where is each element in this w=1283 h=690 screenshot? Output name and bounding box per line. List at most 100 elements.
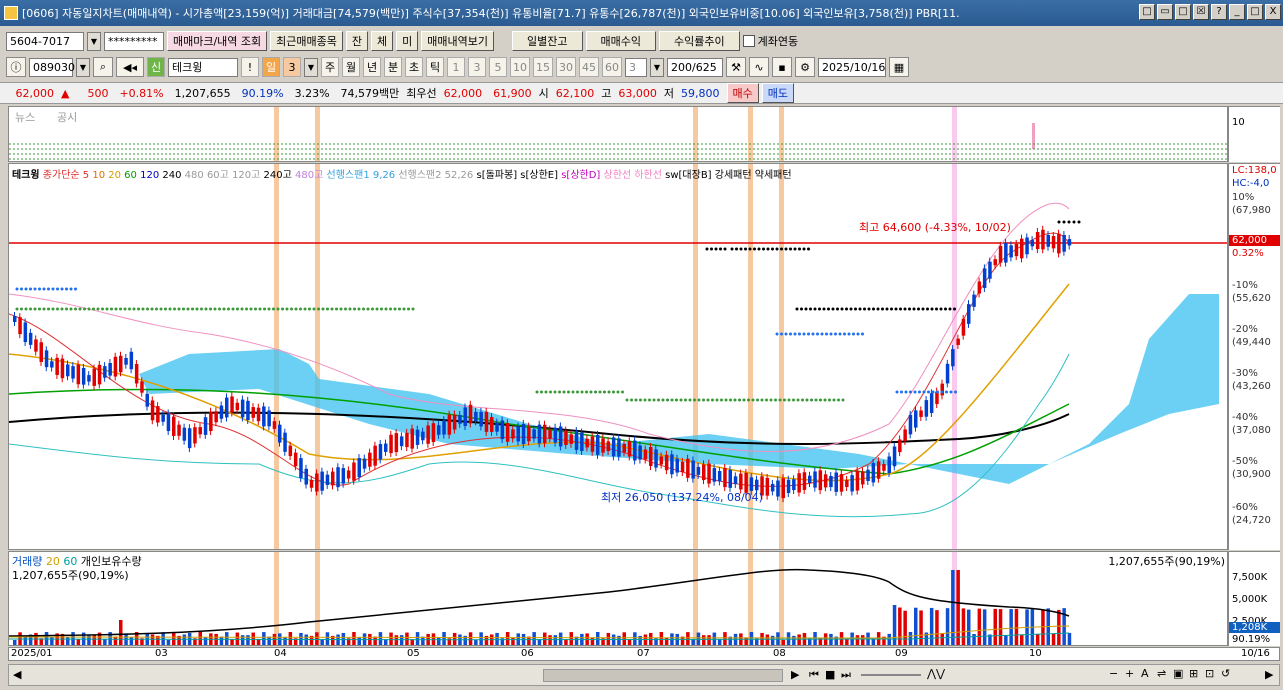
signal-dot (730, 247, 734, 251)
stock-code-input[interactable]: 089030 (29, 57, 75, 77)
period-month[interactable]: 월 (342, 57, 360, 77)
trade-profit-button[interactable]: 매매수익 (585, 31, 656, 51)
interval-10[interactable]: 10 (510, 57, 530, 77)
scroll-thumb[interactable] (543, 669, 783, 682)
signal-dot (191, 307, 194, 311)
unfilled-button[interactable]: 미 (396, 31, 419, 51)
interval-dropdown-icon[interactable]: ▼ (650, 57, 664, 77)
signal-dot (953, 307, 956, 311)
maximize-icon[interactable]: □ (1175, 4, 1191, 20)
split-icon[interactable]: ⊞ (1189, 667, 1199, 680)
balance-button[interactable]: 잔 (345, 31, 369, 51)
candle (198, 427, 202, 435)
period-num-field[interactable]: 3 (283, 57, 301, 77)
scroll-left-icon[interactable]: ◀ (13, 668, 22, 681)
bottom-scroll-right-icon[interactable]: ▶ (1265, 668, 1274, 681)
expand-icon[interactable]: ⊡ (1205, 667, 1215, 680)
password-field[interactable]: ********* (104, 31, 164, 51)
volume-bar (262, 632, 266, 645)
stop-icon[interactable]: ■ (825, 668, 836, 681)
close-button[interactable]: X (1265, 4, 1281, 20)
panel-icon[interactable]: ▭ (1157, 4, 1173, 20)
speaker-icon[interactable]: ◀◂ (116, 57, 144, 77)
signal-dot (585, 390, 588, 394)
volume-bar (770, 635, 775, 645)
chart-settings-icon[interactable]: ▣ (1173, 667, 1184, 680)
candle (474, 411, 478, 422)
signal-dot (132, 307, 136, 311)
period-tick[interactable]: 틱 (426, 57, 444, 77)
account-input[interactable]: 5604-7017 (6, 31, 84, 51)
signal-dot (823, 398, 827, 402)
account-dropdown-icon[interactable]: ▼ (87, 31, 101, 51)
period-dropdown-icon[interactable]: ▼ (304, 57, 318, 77)
restore-icon[interactable]: □ (1139, 4, 1155, 20)
zoom-in-icon[interactable]: + (1125, 667, 1135, 680)
interval-3[interactable]: 3 (468, 57, 486, 77)
period-minute[interactable]: 분 (384, 57, 402, 77)
date-field[interactable]: 2025/10/16 (818, 57, 886, 77)
period-second[interactable]: 초 (405, 57, 423, 77)
last-icon[interactable]: ⏭ (841, 668, 851, 681)
reset-icon[interactable]: ↺ (1221, 667, 1231, 680)
notice-label[interactable]: 공시 (57, 111, 78, 124)
volume-bar (219, 636, 224, 645)
save-icon[interactable]: ▪ (772, 57, 792, 77)
daily-balance-button[interactable]: 일별잔고 (512, 31, 583, 51)
return-trend-button[interactable]: 수익률추이 (658, 31, 740, 51)
view-trades-button[interactable]: 매매내역보기 (421, 31, 495, 51)
interval-15[interactable]: 15 (533, 57, 553, 77)
high-label: 고 (601, 87, 612, 100)
info-icon[interactable]: ⓘ (6, 57, 26, 77)
sell-button[interactable]: 매도 (761, 83, 795, 103)
date-label-jul: 07 (637, 648, 650, 659)
code-dropdown-icon[interactable]: ▼ (76, 57, 90, 77)
trade-mark-button[interactable]: 매매마크/내역 조회 (167, 31, 268, 51)
text-icon[interactable]: A (1141, 667, 1149, 680)
period-week[interactable]: 주 (321, 57, 339, 77)
candle (929, 393, 934, 413)
signal-dot (825, 332, 828, 336)
interval-1[interactable]: 1 (447, 57, 465, 77)
volume-bar (1004, 634, 1008, 645)
minimize-button[interactable]: _ (1229, 4, 1245, 20)
volume-bar (633, 632, 637, 645)
buy-button[interactable]: 매수 (726, 83, 759, 103)
news-label[interactable]: 뉴스 (15, 111, 36, 124)
interval-60[interactable]: 60 (602, 57, 622, 77)
signal-dot (137, 307, 140, 311)
gear-icon[interactable]: ⚙ (795, 57, 815, 77)
zoom-slider[interactable] (861, 674, 921, 676)
interval-5[interactable]: 5 (489, 57, 507, 77)
scroll-right-icon[interactable]: ▶ (791, 668, 800, 681)
search-icon[interactable]: ⌕ (93, 57, 113, 77)
tick-price-m40: (37,080 (1232, 425, 1271, 436)
help-icon[interactable]: ? (1211, 4, 1227, 20)
volume-bar (813, 632, 817, 645)
period-day-button[interactable]: 일 (262, 57, 280, 77)
account-link-checkbox[interactable] (742, 35, 755, 47)
tile-icon[interactable]: ☒ (1193, 4, 1209, 20)
alert-button[interactable]: ! (241, 57, 259, 77)
period-year[interactable]: 년 (363, 57, 381, 77)
pattern-icon[interactable]: ⋀⋁ (927, 667, 946, 680)
interval-field[interactable]: 3 (625, 57, 647, 77)
candle (495, 422, 499, 432)
tools-icon[interactable]: ⚒ (726, 57, 746, 77)
calendar-icon[interactable]: ▦ (889, 57, 909, 77)
maximize-button[interactable]: □ (1247, 4, 1263, 20)
interval-30[interactable]: 30 (556, 57, 576, 77)
signal-dot (845, 307, 848, 311)
filled-button[interactable]: 체 (371, 31, 394, 51)
compare-icon[interactable]: ⇌ (1157, 667, 1167, 680)
candle (977, 281, 982, 294)
recent-trades-button[interactable]: 최근매매종목 (270, 31, 343, 51)
volume-bar (654, 638, 658, 645)
stock-name-field[interactable]: 테크윙 (168, 57, 238, 77)
interval-45[interactable]: 45 (579, 57, 599, 77)
link-icon[interactable]: ∿ (749, 57, 769, 77)
zoom-out-icon[interactable]: − (1109, 667, 1119, 680)
first-icon[interactable]: ⏮ (809, 668, 819, 681)
count-field[interactable]: 200/625 (667, 57, 723, 77)
volume-bar (44, 632, 49, 645)
